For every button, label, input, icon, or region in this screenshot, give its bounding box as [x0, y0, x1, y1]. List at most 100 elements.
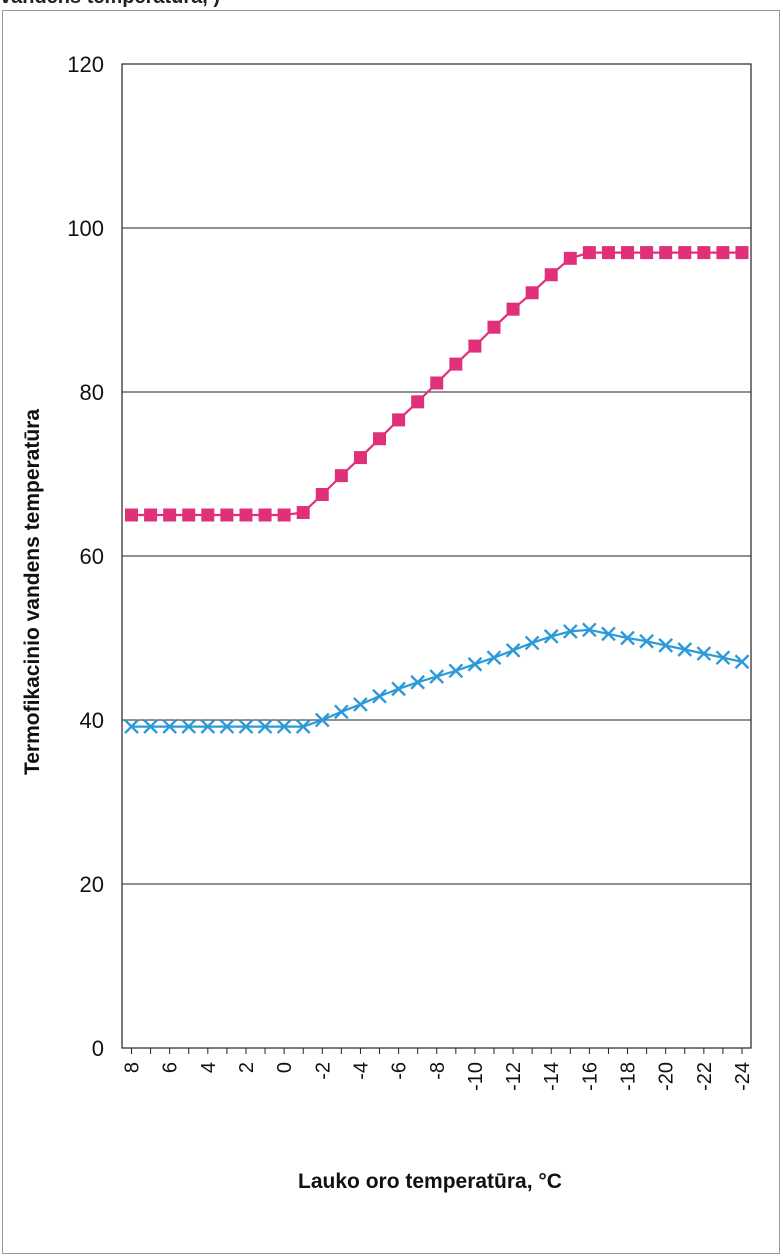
y-tick-label: 120 [67, 52, 104, 77]
data-point [163, 508, 177, 522]
data-point [296, 506, 310, 520]
data-point [258, 508, 272, 522]
y-tick-label: 100 [67, 216, 104, 241]
data-point [182, 508, 196, 522]
data-point [525, 286, 539, 300]
data-point [295, 719, 311, 734]
x-tick-label: 4 [198, 1062, 220, 1073]
x-tick-label: 2 [236, 1062, 258, 1073]
data-point [239, 508, 253, 522]
y-tick-label: 20 [80, 872, 104, 897]
x-tick-label: 8 [122, 1062, 144, 1073]
x-tick-label: -24 [732, 1062, 754, 1091]
x-tick-label: -16 [579, 1062, 601, 1091]
data-point [392, 413, 406, 427]
data-point [334, 469, 348, 483]
data-point [563, 251, 577, 265]
data-point [220, 508, 234, 522]
data-point [562, 624, 578, 639]
data-point [582, 246, 596, 260]
data-point [315, 488, 329, 501]
data-point [391, 681, 406, 697]
data-point [372, 688, 387, 704]
x-tick-label: -8 [427, 1062, 449, 1080]
data-point [506, 302, 520, 316]
data-point [659, 246, 673, 260]
data-point [505, 642, 521, 658]
x-tick-label: -22 [694, 1062, 716, 1091]
data-point [238, 719, 254, 734]
data-point [314, 712, 330, 728]
data-point [601, 626, 616, 642]
y-tick-labels: 0 20 40 60 80 100 120 [67, 52, 104, 1061]
y-tick-label: 80 [80, 380, 104, 405]
data-point [334, 704, 349, 720]
data-point [716, 246, 730, 260]
data-point [411, 395, 425, 409]
data-point [487, 320, 501, 334]
data-point [678, 246, 692, 260]
data-point [277, 508, 291, 522]
y-tick-label: 60 [80, 544, 104, 569]
data-point [697, 246, 711, 260]
data-point [620, 630, 635, 646]
data-point [373, 432, 387, 446]
data-point [658, 638, 674, 653]
y-tick-label: 0 [92, 1036, 104, 1061]
data-point [543, 629, 559, 644]
x-axis-title: Lauko oro temperatūra, °C [298, 1170, 562, 1193]
data-point [429, 669, 445, 684]
x-tick-label: -4 [350, 1062, 372, 1080]
data-point [449, 357, 463, 371]
data-point [181, 719, 197, 734]
data-point [162, 719, 178, 734]
data-point [696, 646, 712, 661]
data-point [524, 635, 540, 651]
data-point [143, 719, 158, 734]
data-point [124, 719, 139, 734]
data-point [353, 451, 367, 465]
data-point [544, 268, 558, 282]
data-point [468, 339, 482, 353]
data-point [430, 376, 444, 390]
x-tick-label: -10 [465, 1062, 487, 1091]
data-point [640, 246, 654, 260]
data-point [715, 650, 731, 666]
x-tick-label: -2 [312, 1062, 334, 1080]
data-point [410, 674, 426, 690]
chart-frame [2, 10, 780, 1254]
series-1 [124, 622, 750, 734]
series-group [124, 246, 750, 734]
data-point [201, 508, 215, 522]
data-point [734, 654, 750, 670]
x-tick-labels: 8 6 4 2 0 -2 -4 -6 -8 -10 -12 -14 -16 -18 -20 -22 -24 [122, 1048, 754, 1091]
data-point [621, 246, 635, 260]
data-point [639, 633, 654, 649]
series-0 [125, 246, 749, 522]
data-point [276, 719, 292, 734]
x-tick-label: -12 [503, 1062, 525, 1091]
data-point [219, 719, 235, 734]
x-tick-label: -18 [618, 1062, 640, 1091]
data-point [735, 246, 749, 260]
data-point [200, 719, 216, 734]
data-point [353, 697, 368, 712]
x-tick-label: -14 [541, 1062, 563, 1091]
y-tick-label: 40 [80, 708, 104, 733]
data-point [486, 650, 502, 666]
data-point [448, 663, 464, 679]
data-point [144, 508, 158, 522]
x-tick-label: -6 [389, 1062, 411, 1080]
data-point [601, 246, 615, 260]
gridlines [121, 63, 752, 1049]
data-point [467, 656, 483, 672]
data-point [125, 508, 138, 522]
y-axis-title: Termofikacinio vandens temperatūra [21, 409, 44, 775]
x-tick-label: 6 [160, 1062, 182, 1073]
clipped-header-text: vandens temperatūra, ) [0, 0, 220, 9]
data-point [677, 642, 693, 657]
x-tick-label: 0 [274, 1062, 296, 1073]
x-tick-label: -20 [656, 1062, 678, 1091]
data-point [582, 622, 597, 638]
